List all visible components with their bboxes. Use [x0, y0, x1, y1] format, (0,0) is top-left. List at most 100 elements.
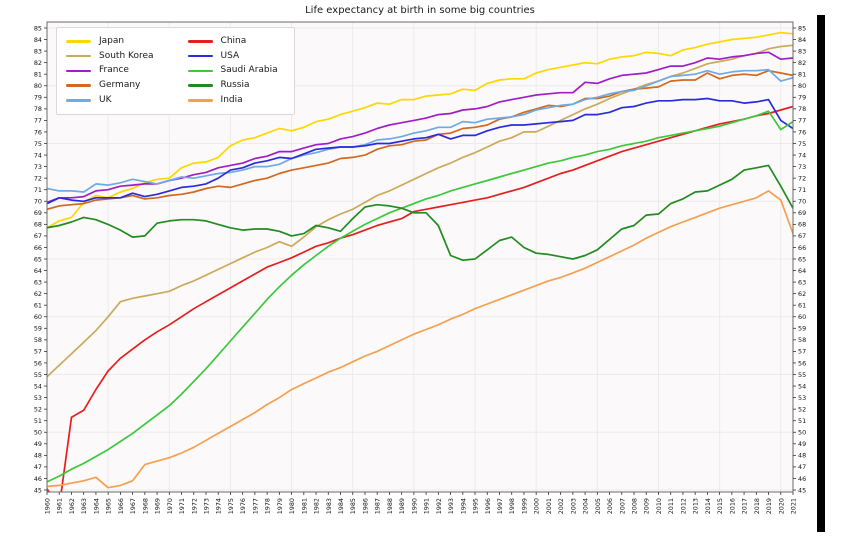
svg-text:2001: 2001: [545, 498, 553, 514]
svg-text:1972: 1972: [190, 498, 198, 514]
svg-text:61: 61: [798, 302, 806, 310]
svg-text:47: 47: [798, 463, 806, 471]
legend-item-india: India: [187, 95, 278, 106]
svg-text:55: 55: [798, 371, 806, 379]
svg-text:2011: 2011: [667, 498, 675, 514]
y-axis-left: 45 46 47 48 49 50 51 52 53 54 55 56 57 58 59 60 61 62 63 64…: [34, 24, 47, 494]
svg-text:70: 70: [798, 198, 806, 206]
legend-label: Germany: [99, 80, 141, 91]
svg-text:1987: 1987: [374, 498, 382, 514]
svg-text:61: 61: [34, 302, 42, 310]
svg-text:1984: 1984: [337, 498, 345, 514]
svg-text:1995: 1995: [472, 498, 480, 514]
svg-text:75: 75: [798, 140, 806, 148]
line-germany: [47, 69, 793, 211]
svg-text:1976: 1976: [239, 498, 247, 514]
svg-text:77: 77: [34, 117, 42, 125]
svg-text:1969: 1969: [154, 498, 162, 514]
svg-text:85: 85: [34, 24, 42, 32]
svg-text:52: 52: [34, 405, 42, 413]
legend-label: India: [220, 95, 243, 106]
line-china: [47, 105, 793, 492]
legend-item-germany: Germany: [66, 81, 154, 90]
svg-text:48: 48: [798, 452, 806, 460]
svg-text:55: 55: [34, 371, 42, 379]
svg-text:1994: 1994: [459, 498, 467, 514]
svg-text:1975: 1975: [227, 498, 235, 514]
legend-item-usa: USA: [187, 50, 278, 61]
svg-text:68: 68: [34, 221, 42, 229]
svg-text:58: 58: [798, 336, 806, 344]
svg-text:1989: 1989: [398, 498, 406, 514]
svg-text:50: 50: [798, 429, 806, 437]
legend-swatch-icon: [187, 69, 213, 73]
line-japan: [47, 31, 793, 229]
svg-text:67: 67: [34, 232, 42, 240]
svg-text:1965: 1965: [105, 498, 113, 514]
legend-label: China: [220, 35, 247, 46]
legend-swatch-icon: [66, 69, 91, 73]
svg-text:67: 67: [798, 232, 806, 240]
line-usa: [47, 97, 793, 205]
svg-text:2010: 2010: [655, 498, 663, 514]
svg-text:1996: 1996: [484, 498, 492, 514]
svg-text:77: 77: [798, 117, 806, 125]
svg-text:1991: 1991: [423, 498, 431, 514]
legend-swatch-icon: [187, 84, 213, 88]
svg-text:74: 74: [34, 151, 42, 159]
svg-text:2000: 2000: [533, 498, 541, 514]
legend-label: Japan: [99, 35, 125, 46]
svg-text:54: 54: [798, 382, 806, 390]
svg-text:2014: 2014: [704, 498, 712, 514]
svg-text:78: 78: [34, 105, 42, 113]
svg-text:1963: 1963: [80, 498, 88, 514]
legend-swatch-icon: [187, 54, 213, 58]
svg-text:79: 79: [798, 94, 806, 102]
svg-text:85: 85: [798, 24, 806, 32]
svg-text:62: 62: [798, 290, 806, 298]
legend-label: South Korea: [99, 50, 154, 61]
svg-text:65: 65: [34, 255, 42, 263]
svg-text:62: 62: [34, 290, 42, 298]
svg-text:73: 73: [34, 163, 42, 171]
svg-text:2003: 2003: [569, 498, 577, 514]
svg-text:56: 56: [798, 359, 806, 367]
svg-text:68: 68: [798, 221, 806, 229]
svg-text:2021: 2021: [790, 498, 798, 514]
svg-text:80: 80: [34, 82, 42, 90]
svg-text:65: 65: [798, 255, 806, 263]
svg-text:1985: 1985: [349, 498, 357, 514]
svg-text:69: 69: [34, 209, 42, 217]
svg-text:1993: 1993: [447, 498, 455, 514]
svg-text:2012: 2012: [679, 498, 687, 514]
svg-text:51: 51: [34, 417, 42, 425]
svg-text:51: 51: [798, 417, 806, 425]
legend: Japan South Korea France Germany UK China USA S…: [56, 27, 295, 115]
svg-text:82: 82: [798, 59, 806, 67]
legend-item-china: China: [187, 35, 278, 46]
svg-text:72: 72: [798, 174, 806, 182]
svg-text:1971: 1971: [178, 498, 186, 514]
svg-text:1998: 1998: [508, 498, 516, 514]
svg-text:2009: 2009: [643, 498, 651, 514]
svg-text:1983: 1983: [325, 498, 333, 514]
svg-text:59: 59: [798, 325, 806, 333]
svg-text:82: 82: [34, 59, 42, 67]
svg-text:45: 45: [34, 486, 42, 494]
svg-text:71: 71: [34, 186, 42, 194]
axes-box: [46, 21, 794, 493]
svg-text:1988: 1988: [386, 498, 394, 514]
svg-text:1978: 1978: [264, 498, 272, 514]
svg-text:2015: 2015: [716, 498, 724, 514]
svg-text:1999: 1999: [520, 498, 528, 514]
legend-label: USA: [220, 50, 240, 61]
svg-text:78: 78: [798, 105, 806, 113]
svg-text:79: 79: [34, 94, 42, 102]
svg-text:45: 45: [798, 486, 806, 494]
svg-text:64: 64: [798, 267, 806, 275]
svg-text:2007: 2007: [618, 498, 626, 514]
line-saudi-arabia: [47, 110, 793, 483]
svg-text:47: 47: [34, 463, 42, 471]
svg-text:64: 64: [34, 267, 42, 275]
svg-text:84: 84: [34, 36, 42, 44]
